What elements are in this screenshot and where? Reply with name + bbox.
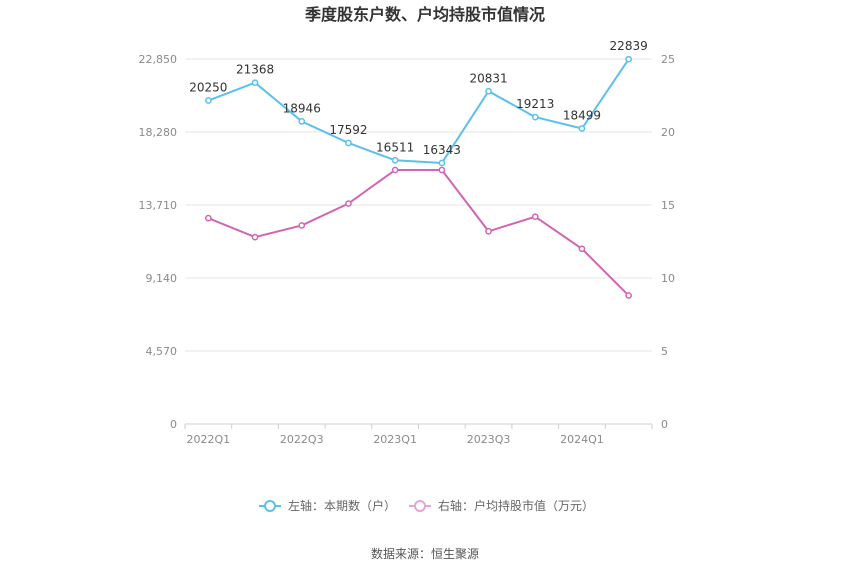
households-data-label: 17592 [329, 123, 367, 137]
right-axis-tick-label: 25 [661, 53, 675, 66]
left-axis-tick-label: 0 [170, 418, 177, 431]
x-axis-tick-label: 2024Q1 [560, 433, 604, 446]
avg-value-point[interactable] [625, 292, 633, 299]
left-axis-tick-label: 9,140 [146, 272, 178, 285]
households-point[interactable] [345, 139, 352, 147]
households-data-label: 20831 [469, 71, 507, 85]
right-axis-ticks: 0 5 10 15 20 25 [661, 53, 675, 431]
left-axis-ticks: 0 4,570 9,140 13,710 18,280 22,850 [139, 53, 178, 431]
x-axis-tick-label: 2022Q3 [280, 433, 324, 446]
households-point[interactable] [625, 55, 633, 63]
avg-value-point[interactable] [438, 166, 446, 174]
left-axis-tick-label: 4,570 [146, 345, 178, 358]
households-data-label: 22839 [610, 39, 648, 53]
households-data-label: 18946 [283, 101, 321, 115]
data-labels: 20250 21368 18946 17592 16511 16343 20831 19213… [189, 39, 647, 157]
right-axis-tick-label: 20 [661, 126, 675, 139]
avg-value-point[interactable] [578, 245, 586, 253]
x-axis-tick-label: 2022Q1 [187, 433, 231, 446]
x-axis-tick-label: 2023Q1 [373, 433, 417, 446]
avg-value-point[interactable] [205, 214, 212, 222]
legend-item-avg-value[interactable]: 右轴：户均持股市值（万元） [409, 498, 594, 513]
grid-lines [185, 58, 652, 425]
households-data-label: 16343 [423, 143, 461, 157]
x-axis: 2022Q1 2022Q3 2023Q1 2023Q3 2024Q1 [184, 424, 653, 446]
households-data-label: 21368 [236, 63, 274, 77]
legend-marker-households [264, 500, 276, 512]
avg-value-point[interactable] [485, 227, 492, 235]
right-axis-tick-label: 5 [661, 345, 668, 358]
households-point[interactable] [531, 113, 539, 121]
avg-value-point[interactable] [251, 233, 259, 241]
households-point[interactable] [391, 156, 399, 164]
legend-label-avg-value: 右轴：户均持股市值（万元） [438, 498, 594, 513]
households-data-label: 18499 [563, 109, 601, 123]
households-point[interactable] [485, 87, 492, 95]
households-data-label: 19213 [516, 97, 554, 111]
households-point[interactable] [298, 118, 306, 125]
legend-label-households: 左轴：本期数（户） [288, 498, 396, 513]
avg-value-point[interactable] [298, 222, 306, 229]
legend-marker-avg-value [414, 500, 426, 512]
households-data-label: 16511 [376, 140, 414, 154]
series-avg-value-line [207, 168, 630, 297]
avg-value-point[interactable] [531, 213, 539, 221]
legend-item-households[interactable]: 左轴：本期数（户） [259, 498, 396, 513]
right-axis-tick-label: 10 [661, 272, 675, 285]
avg-value-point[interactable] [391, 166, 399, 174]
chart-title: 季度股东户数、户均持股市值情况 [304, 5, 545, 24]
avg-value-point[interactable] [345, 200, 352, 207]
series-households-line [207, 58, 630, 164]
left-axis-tick-label: 18,280 [139, 126, 178, 139]
series-layer [205, 55, 633, 299]
households-point[interactable] [205, 97, 212, 104]
left-axis-tick-label: 13,710 [139, 199, 178, 212]
right-axis-tick-label: 0 [661, 418, 668, 431]
series-avg-value-line-group [205, 166, 633, 299]
data-source: 数据来源：恒生聚源 [371, 546, 479, 561]
series-households-line-group [205, 55, 633, 167]
households-point[interactable] [438, 159, 446, 167]
x-axis-tick-label: 2023Q3 [467, 433, 511, 446]
right-axis-tick-label: 15 [661, 199, 675, 212]
households-data-label: 20250 [189, 81, 227, 95]
households-point[interactable] [251, 79, 259, 87]
households-point[interactable] [578, 125, 586, 132]
left-axis-tick-label: 22,850 [139, 53, 178, 66]
legend: 左轴：本期数（户） 右轴：户均持股市值（万元） [259, 498, 594, 513]
